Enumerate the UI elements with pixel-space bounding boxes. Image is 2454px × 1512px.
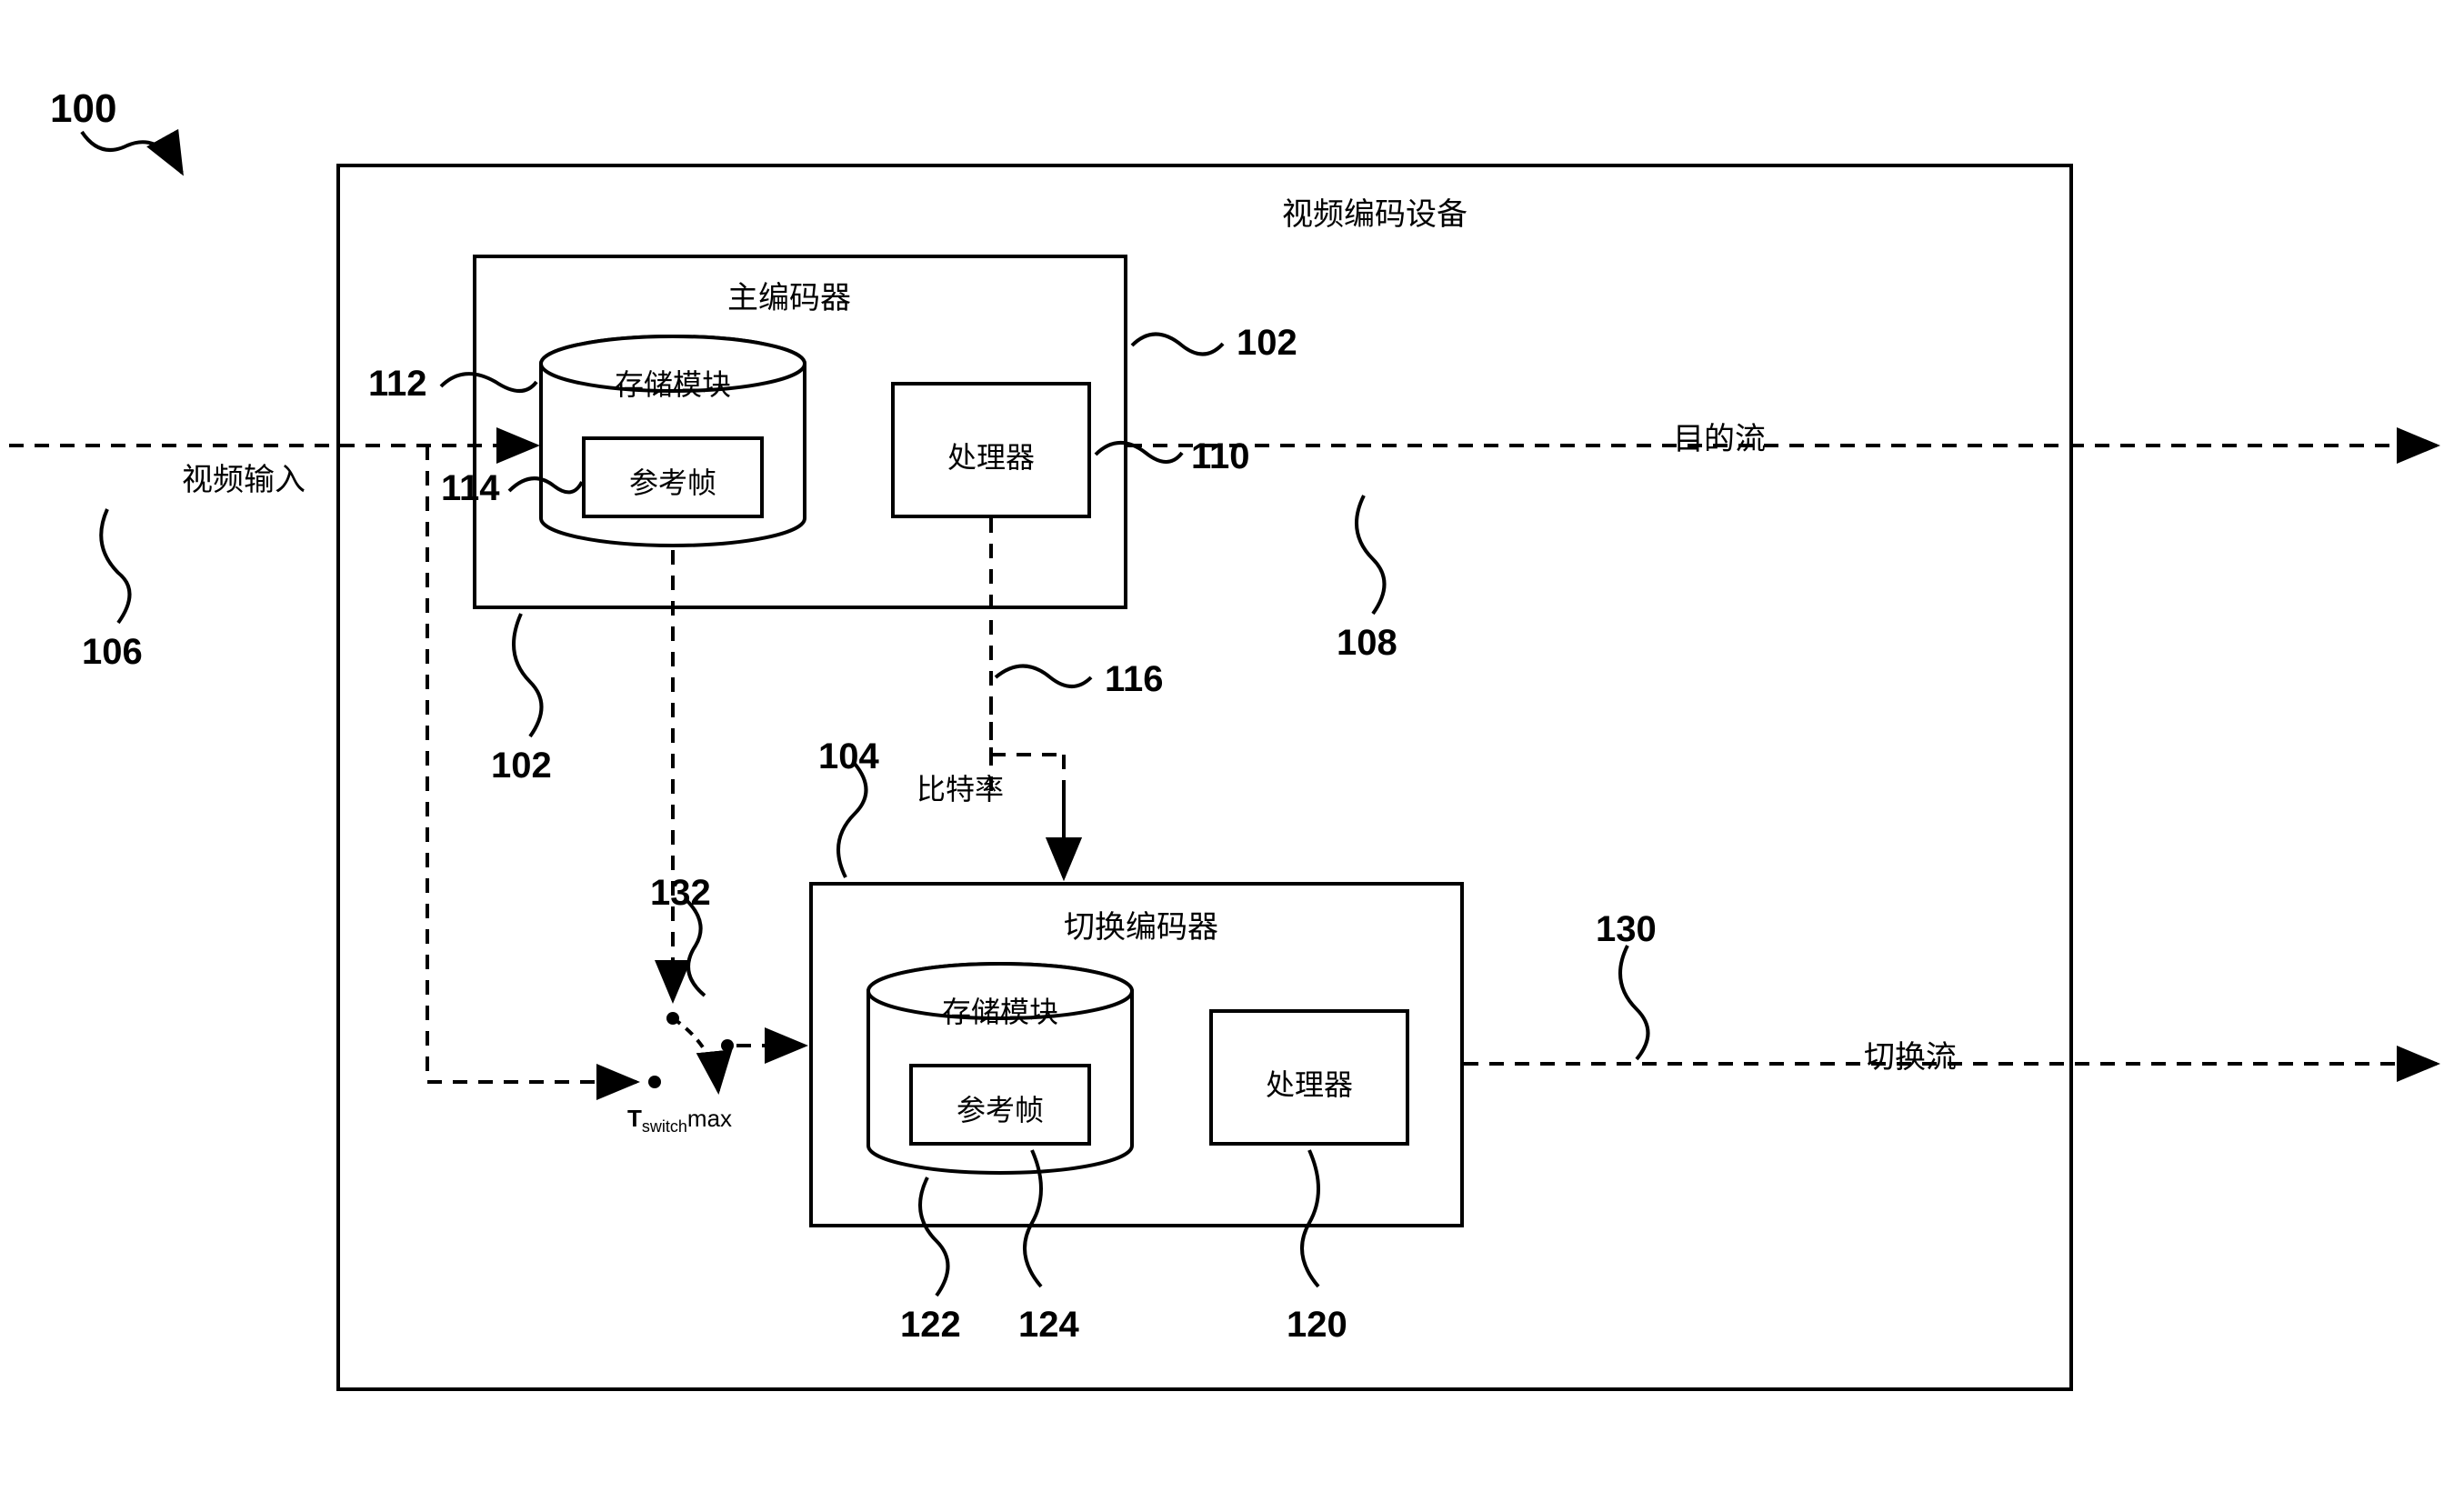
ref-110: 110: [1191, 436, 1250, 477]
video-input-label: 视频输入: [182, 455, 305, 499]
device-title: 视频编码设备: [1282, 189, 1467, 234]
ref-102-right: 102: [1237, 323, 1297, 364]
tswitchmax-label: Tswitchmax: [627, 1105, 732, 1137]
ref-114: 114: [441, 468, 500, 509]
ref-132: 132: [650, 873, 711, 914]
ref-102-left: 102: [491, 746, 552, 786]
main-storage-label: 存储模块: [615, 362, 731, 404]
switch-stream-label: 切换流: [1864, 1032, 1957, 1076]
ref-122: 122: [900, 1305, 961, 1346]
switch-processor-label: 处理器: [1266, 1062, 1353, 1104]
ref-120: 120: [1287, 1305, 1347, 1346]
switch-storage-label: 存储模块: [942, 989, 1058, 1031]
switch-ref-label: 参考帧: [957, 1087, 1044, 1129]
dest-stream-label: 目的流: [1673, 414, 1766, 458]
ref-108: 108: [1337, 623, 1397, 664]
switch-encoder-title: 切换编码器: [1064, 902, 1218, 946]
main-ref-label: 参考帧: [629, 460, 716, 502]
main-encoder-title: 主编码器: [727, 273, 851, 317]
ref-100: 100: [50, 86, 116, 132]
ref-106: 106: [82, 632, 143, 673]
ref-116: 116: [1105, 659, 1164, 700]
main-processor-label: 处理器: [947, 435, 1035, 476]
ref-104: 104: [818, 736, 879, 777]
tswitch-max: max: [687, 1105, 732, 1132]
ref-124: 124: [1018, 1305, 1079, 1346]
tswitch-t: T: [627, 1105, 642, 1132]
ref-130: 130: [1596, 909, 1657, 950]
bitrate-label: 比特率: [916, 766, 1004, 808]
ref-112: 112: [368, 364, 427, 405]
tswitch-sub: switch: [642, 1117, 687, 1136]
